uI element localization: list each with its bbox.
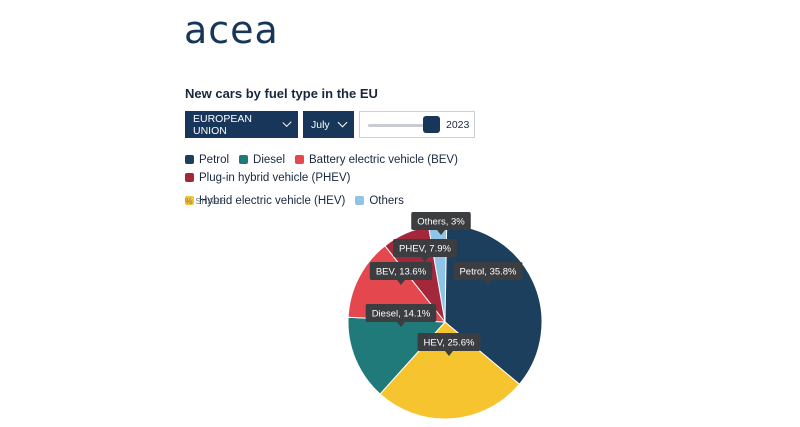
year-slider-value: 2023 — [446, 119, 470, 131]
data-label-text: HEV, 25.6% — [424, 338, 475, 349]
legend-swatch-phev — [185, 173, 194, 182]
data-label-box — [411, 212, 471, 230]
data-label-box — [417, 333, 481, 351]
legend-label-hev: Hybrid electric vehicle (HEV) — [199, 194, 346, 207]
data-label-pointer — [445, 351, 453, 356]
data-label-pointer — [421, 257, 429, 262]
legend-item-petrol[interactable]: Petrol — [185, 153, 229, 166]
data-label-petrol: Petrol, 35.8% — [453, 262, 523, 285]
year-slider-track[interactable] — [368, 124, 430, 127]
data-label-box — [369, 262, 433, 280]
data-label-box — [393, 239, 457, 257]
data-label-pointer — [397, 280, 405, 285]
data-label-box — [453, 262, 523, 280]
legend-item-hev[interactable]: Hybrid electric vehicle (HEV) — [185, 194, 345, 207]
data-label-pointer — [397, 322, 405, 327]
data-label-others: Others, 3% — [411, 212, 471, 235]
data-label-text: Diesel, 14.1% — [372, 309, 431, 320]
legend-item-others[interactable]: Others — [355, 194, 404, 207]
data-label-diesel: Diesel, 14.1% — [365, 304, 437, 327]
logo-text: acea — [184, 8, 279, 52]
data-label-text: Petrol, 35.8% — [459, 267, 517, 278]
year-slider[interactable]: 2023 — [359, 111, 475, 138]
month-dropdown-label: July — [311, 118, 330, 131]
chart-controls: EUROPEAN UNION July 2023 — [185, 111, 475, 138]
year-slider-handle[interactable] — [423, 116, 440, 133]
data-label-pointer — [437, 230, 445, 235]
data-label-text: Others, 3% — [417, 217, 465, 228]
data-label-pointer — [484, 280, 492, 285]
legend-label-others: Others — [369, 194, 404, 207]
legend-label-bev: Battery electric vehicle (BEV) — [309, 153, 458, 166]
data-label-box — [365, 304, 437, 322]
legend-swatch-petrol — [185, 155, 194, 164]
legend-swatch-diesel — [239, 155, 249, 164]
legend-label-petrol: Petrol — [199, 153, 230, 166]
legend-swatch-bev — [295, 155, 305, 164]
acea-logo[interactable]: acea — [184, 8, 279, 52]
data-label-hev: HEV, 25.6% — [417, 333, 481, 356]
pie-slice-hev[interactable] — [379, 321, 521, 420]
chart-title: New cars by fuel type in the EU — [185, 86, 378, 101]
legend-swatch-others — [355, 196, 365, 205]
data-label-text: BEV, 13.6% — [376, 267, 427, 278]
legend-label-diesel: Diesel — [253, 153, 286, 166]
unit-label: % SHARE — [185, 196, 227, 206]
region-dropdown-label: EUROPEAN UNION — [193, 112, 252, 137]
legend-item-diesel[interactable]: Diesel — [239, 153, 285, 166]
legend-item-phev[interactable]: Plug-in hybrid vehicle (PHEV) — [185, 171, 350, 184]
legend-item-bev[interactable]: Battery electric vehicle (BEV) — [295, 153, 458, 166]
data-label-text: PHEV, 7.9% — [399, 244, 451, 255]
chart-legend: Petrol Diesel Battery electric vehicle (BE… — [185, 153, 625, 207]
month-dropdown[interactable]: July — [303, 111, 354, 138]
region-dropdown[interactable]: EUROPEAN UNION — [185, 111, 298, 138]
legend-swatch-hev — [185, 196, 194, 205]
data-label-phev: PHEV, 7.9% — [393, 239, 457, 262]
legend-label-phev: Plug-in hybrid vehicle (PHEV) — [199, 171, 351, 184]
data-label-bev: BEV, 13.6% — [369, 262, 433, 285]
